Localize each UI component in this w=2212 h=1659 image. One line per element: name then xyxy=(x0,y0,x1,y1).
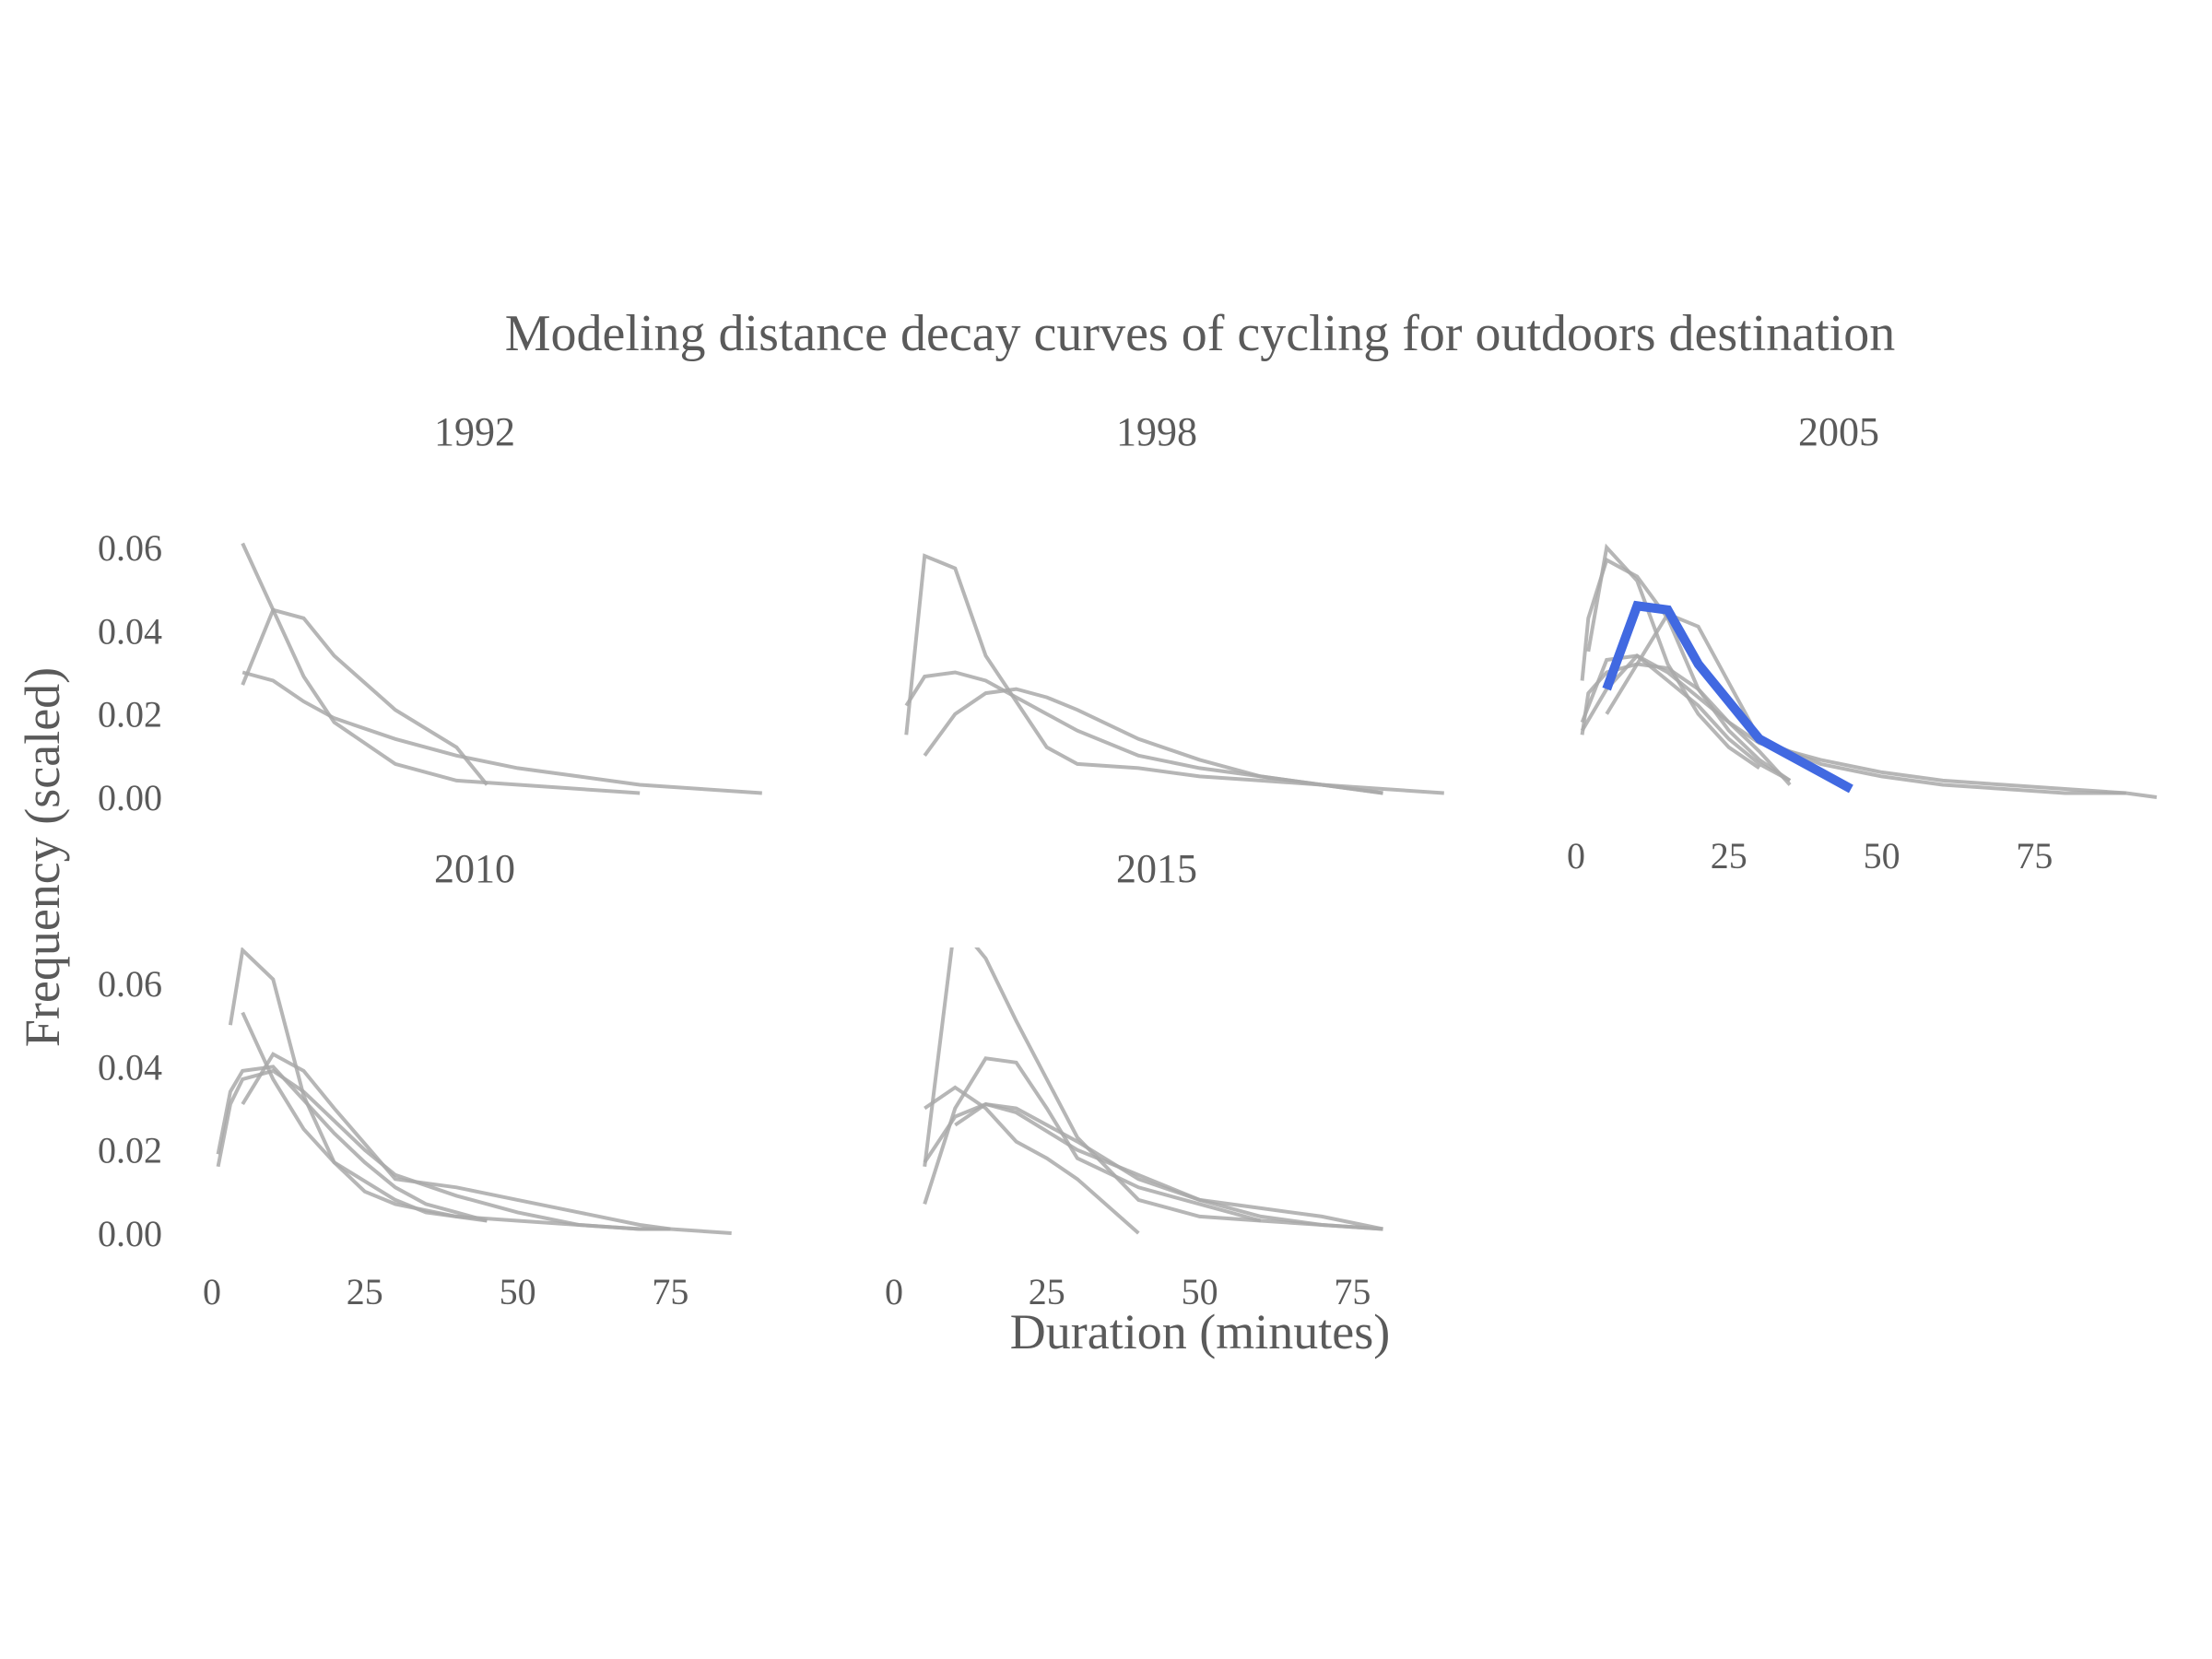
series-line xyxy=(216,1068,732,1235)
series-line xyxy=(904,670,1444,795)
series-line xyxy=(904,553,1383,795)
series-line xyxy=(1580,653,1792,782)
x-tick-label: 25 xyxy=(347,1271,383,1312)
panel-1998: 1998 xyxy=(904,409,1444,795)
panel-2015: 2015 0 25 50 75 xyxy=(885,846,1383,1312)
y-tick-label: 0.06 xyxy=(98,527,162,569)
panel-label: 2010 xyxy=(434,846,515,891)
panel-label: 2005 xyxy=(1798,409,1879,454)
series-group xyxy=(1580,543,2158,799)
series-line xyxy=(241,607,488,786)
series-line xyxy=(923,947,1383,1231)
series-line xyxy=(924,1085,1140,1235)
panel-1992: 1992 0.00 0.02 0.04 0.06 xyxy=(98,409,762,818)
facet-panels: 1992 0.00 0.02 0.04 0.06 1998 2005 0 25 50 75 2010 0… xyxy=(98,409,2158,1312)
panel-2005: 2005 0 25 50 75 xyxy=(1567,409,2158,877)
series-line xyxy=(241,670,762,795)
chart-title: Modeling distance decay curves of cyclin… xyxy=(505,305,1895,362)
series-group xyxy=(241,542,762,795)
x-tick-label: 0 xyxy=(1567,835,1585,877)
x-tick-label: 50 xyxy=(1182,1271,1218,1312)
series-group xyxy=(923,947,1383,1235)
y-tick-label: 0.06 xyxy=(98,963,162,1005)
series-group xyxy=(904,553,1444,795)
series-line xyxy=(216,1065,488,1223)
x-tick-label: 75 xyxy=(652,1271,688,1312)
series-line xyxy=(1605,611,2158,799)
x-tick-label: 75 xyxy=(2016,835,2053,877)
series-line xyxy=(923,1056,1262,1223)
series-line xyxy=(923,1101,1383,1231)
panel-label: 2015 xyxy=(1116,846,1197,891)
series-line xyxy=(923,687,1383,795)
y-tick-label: 0.02 xyxy=(98,694,162,735)
series-line xyxy=(1586,543,1761,771)
x-tick-label: 50 xyxy=(500,1271,536,1312)
y-tick-label: 0.00 xyxy=(98,1213,162,1254)
x-tick-label: 50 xyxy=(1864,835,1900,877)
x-tick-label: 0 xyxy=(203,1271,221,1312)
y-tick-label: 0.02 xyxy=(98,1130,162,1171)
x-tick-label: 25 xyxy=(1711,835,1747,877)
series-line xyxy=(241,1011,488,1223)
panel-label: 1998 xyxy=(1116,409,1197,454)
series-line xyxy=(241,542,641,795)
x-axis-title: Duration (minutes) xyxy=(1010,1304,1390,1359)
y-tick-label: 0.00 xyxy=(98,777,162,818)
y-axis-title: Frequency (scaled) xyxy=(15,667,70,1047)
x-tick-label: 25 xyxy=(1029,1271,1065,1312)
highlighted-series-line xyxy=(1602,600,1853,794)
series-line xyxy=(241,1052,671,1231)
series-line xyxy=(954,1101,1383,1231)
y-tick-label: 0.04 xyxy=(98,610,162,652)
x-tick-label: 75 xyxy=(1334,1271,1371,1312)
y-tick-label: 0.04 xyxy=(98,1046,162,1088)
series-group xyxy=(216,947,732,1235)
x-tick-label: 0 xyxy=(885,1271,903,1312)
panel-label: 1992 xyxy=(434,409,515,454)
panel-2010: 2010 0.00 0.02 0.04 0.06 0 25 50 75 xyxy=(98,846,732,1312)
